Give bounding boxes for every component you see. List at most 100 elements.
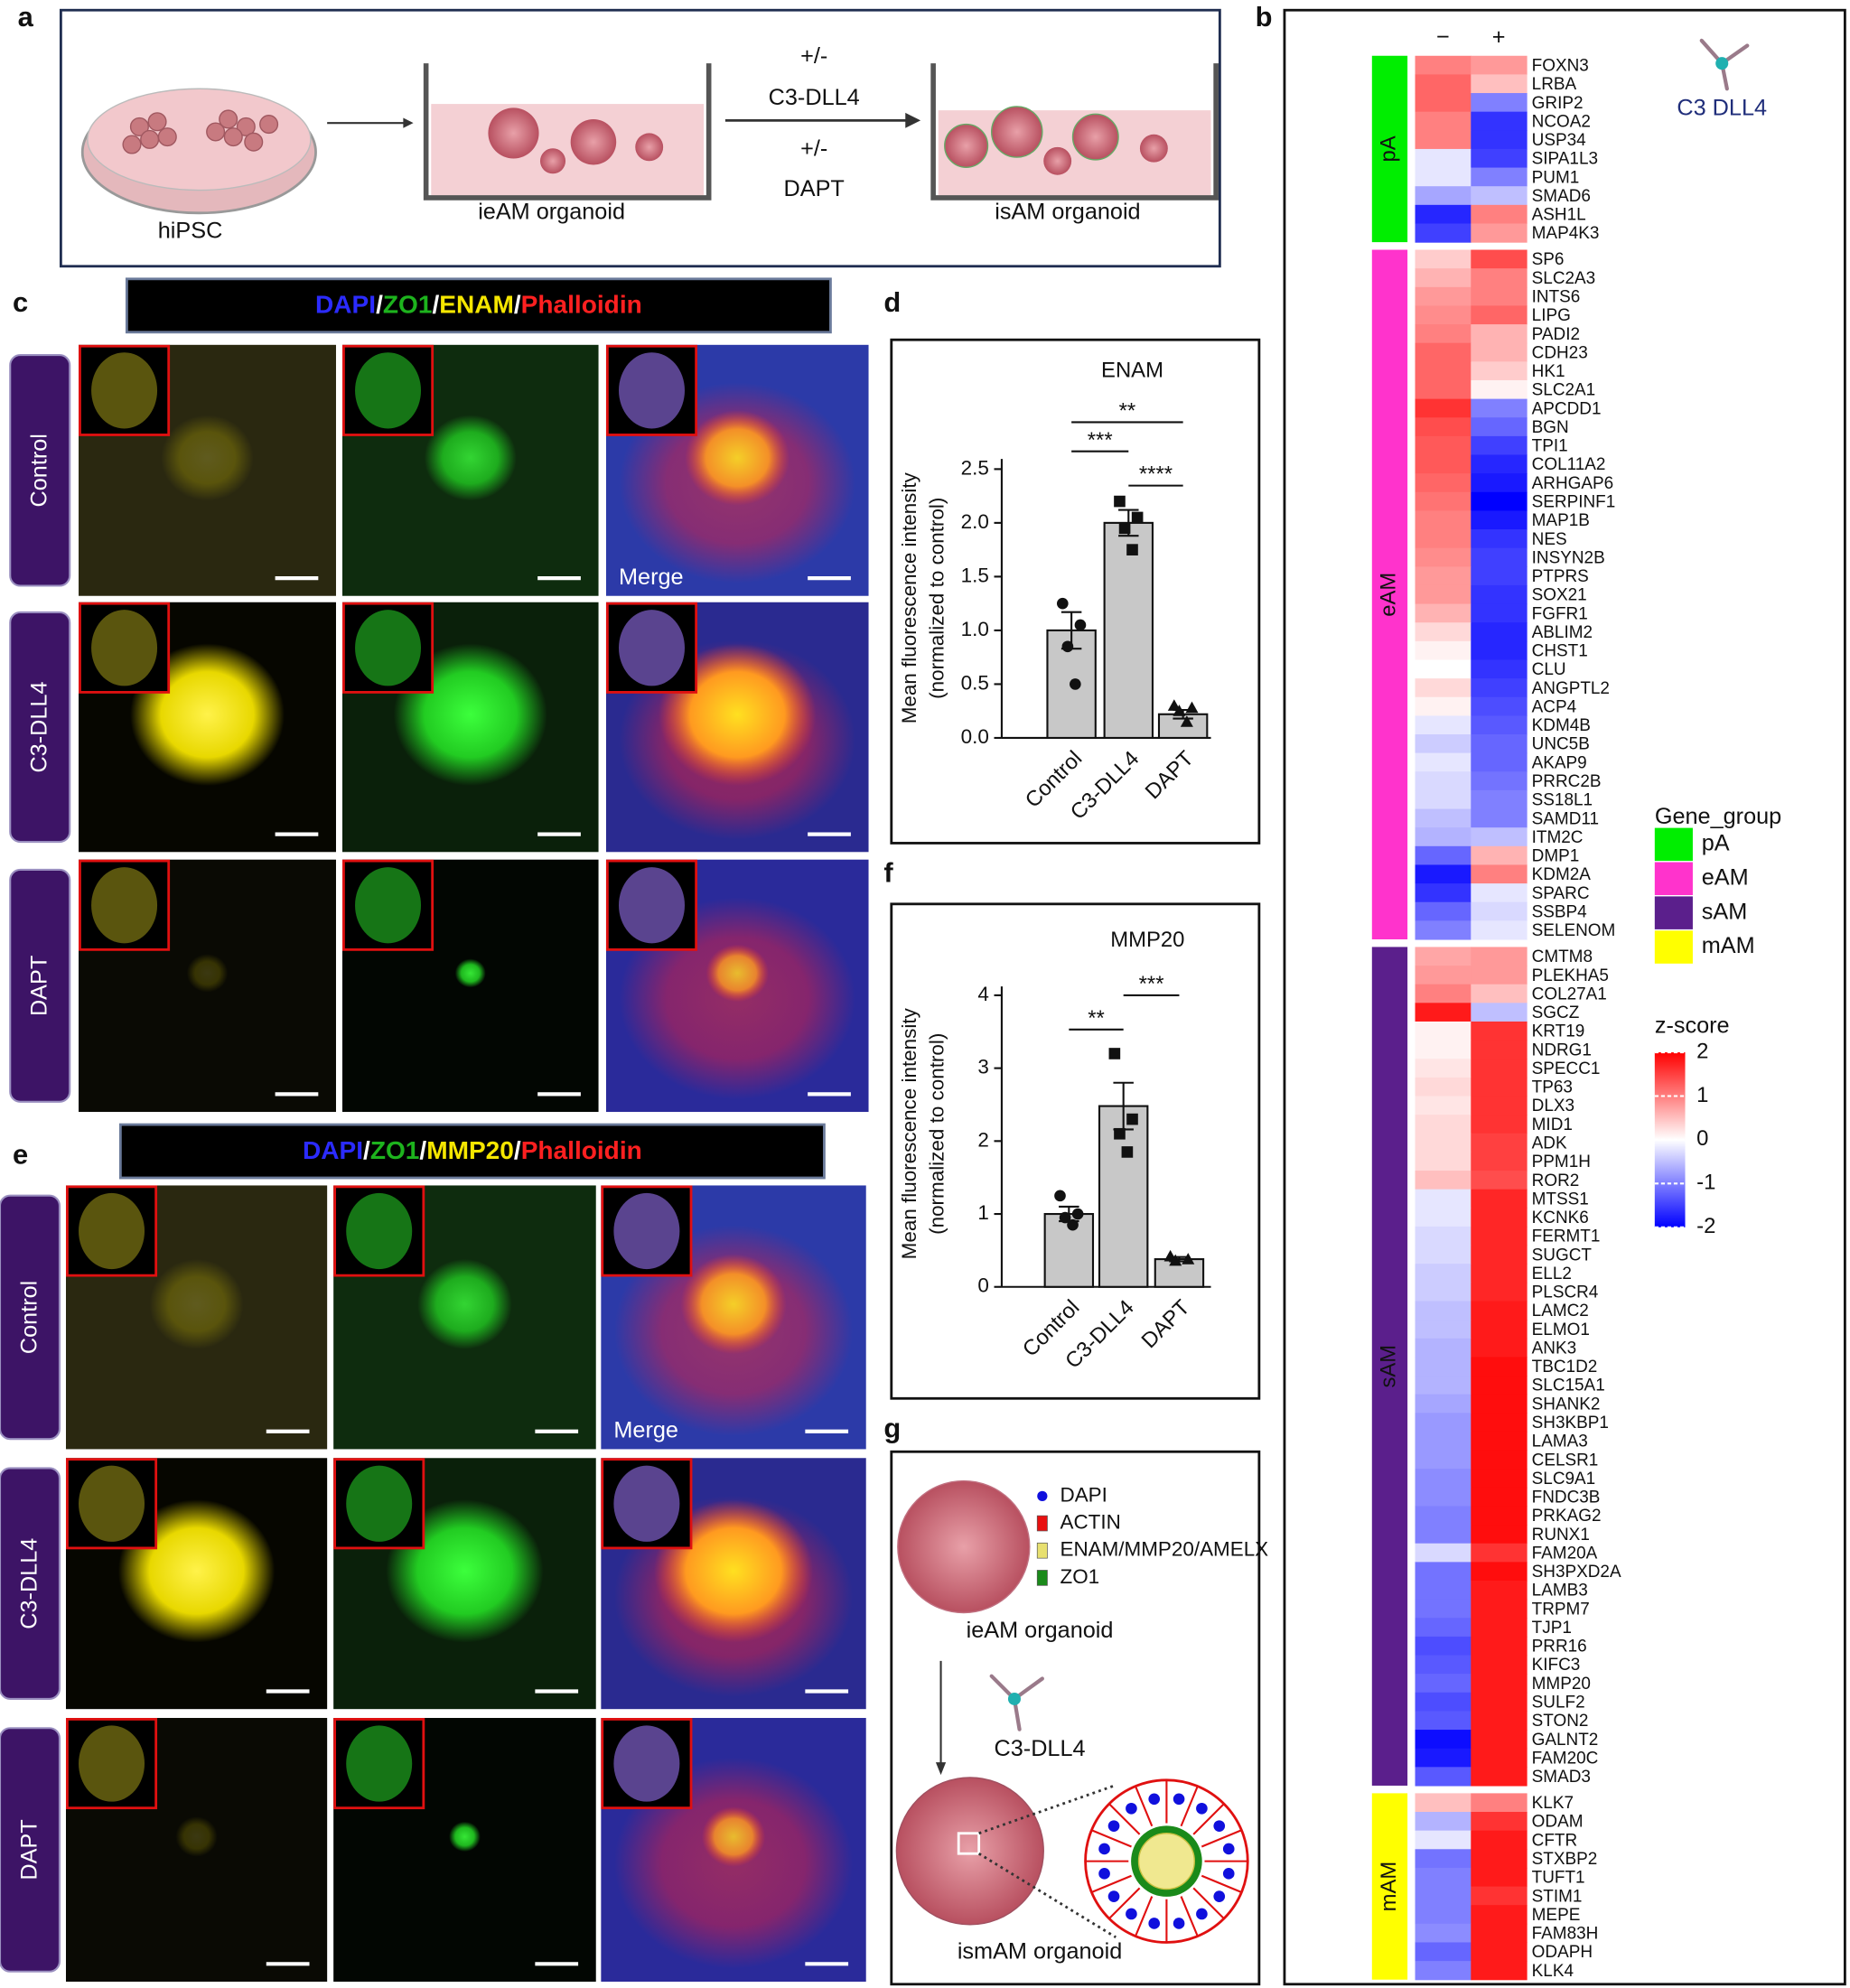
- gene-label: HK1: [1532, 362, 1565, 381]
- heatmap-cell: [1471, 1886, 1528, 1906]
- panel-b-box: [1283, 8, 1846, 1986]
- legend-swatch: [1654, 896, 1693, 929]
- inset-organoid: [613, 1465, 680, 1542]
- gene-label: DLX3: [1532, 1097, 1574, 1115]
- y-axis-label: (normalized to control): [926, 498, 948, 699]
- colorbar-tick-label: -2: [1696, 1214, 1715, 1238]
- gene-label: ELMO1: [1532, 1321, 1590, 1339]
- gene-label: CHST1: [1532, 642, 1588, 661]
- heatmap-cell: [1471, 1711, 1528, 1731]
- heatmap-cell: [1471, 1413, 1528, 1433]
- colorbar-tick-label: 2: [1696, 1039, 1708, 1063]
- gene-label: MID1: [1532, 1115, 1573, 1134]
- row-label: C3-DLL4: [16, 1538, 42, 1629]
- nucleus: [1173, 1918, 1185, 1929]
- signal: [454, 958, 486, 988]
- bar: [1103, 521, 1154, 740]
- heatmap-cell: [1415, 1793, 1472, 1813]
- gene-label: FOXN3: [1532, 56, 1589, 75]
- y-tick-label: 2: [977, 1128, 988, 1151]
- signal: [705, 944, 770, 1003]
- heatmap-cell: [1415, 566, 1472, 586]
- heatmap-cell: [1415, 789, 1472, 810]
- label: C3-DLL4: [769, 85, 860, 110]
- heatmap-cell: [1415, 1923, 1472, 1944]
- heatmap-cell: [1471, 678, 1528, 698]
- gene-label: NCOA2: [1532, 112, 1591, 131]
- heatmap-cell: [1415, 1208, 1472, 1227]
- heatmap-cell: [1471, 1450, 1528, 1470]
- gene-label: LAMC2: [1532, 1302, 1589, 1321]
- gene-label: PPM1H: [1532, 1153, 1591, 1171]
- petri-dish: [80, 88, 317, 215]
- gene-label: ELL2: [1532, 1265, 1572, 1283]
- heatmap-cell: [1471, 771, 1528, 791]
- heatmap-cell: [1415, 603, 1472, 623]
- heatmap-cell: [1471, 1748, 1528, 1768]
- nucleus: [1196, 1802, 1208, 1815]
- legend-swatch: [1036, 1542, 1048, 1559]
- channel-name: /: [514, 291, 521, 319]
- panel-label: e: [13, 1138, 28, 1170]
- heatmap-cell: [1471, 1376, 1528, 1395]
- gene-label: ADK: [1532, 1134, 1567, 1153]
- legend-label: ZO1: [1060, 1565, 1099, 1588]
- heatmap-cell: [1471, 1674, 1528, 1694]
- heatmap-cell: [1415, 529, 1472, 549]
- legend-label: eAM: [1702, 864, 1749, 890]
- data-point: [1067, 1218, 1079, 1231]
- heatmap-cell: [1415, 845, 1472, 866]
- heatmap-cell: [1415, 148, 1472, 169]
- heatmap-cell: [1415, 473, 1472, 493]
- gene-label: ANK3: [1532, 1339, 1576, 1358]
- inset-organoid: [619, 610, 685, 686]
- label: +/-: [800, 135, 827, 161]
- heatmap-cell: [1471, 1357, 1528, 1377]
- legend-swatch: [1654, 862, 1693, 896]
- gene-label: SLC2A3: [1532, 269, 1596, 288]
- gene-label: STXBP2: [1532, 1850, 1598, 1869]
- heatmap-cell: [1471, 1077, 1528, 1097]
- heatmap-cell: [1471, 947, 1528, 966]
- nucleus: [1098, 1868, 1110, 1880]
- panel-d-box: [890, 338, 1261, 845]
- heatmap-cell: [1415, 1867, 1472, 1888]
- heatmap-cell: [1415, 417, 1472, 437]
- gene-label: PTPRS: [1532, 567, 1589, 586]
- signal: [117, 1499, 276, 1643]
- heatmap-cell: [1471, 223, 1528, 243]
- y-tick-label: 2.0: [961, 510, 989, 533]
- heatmap-cell: [1415, 1450, 1472, 1470]
- signal: [149, 1258, 244, 1349]
- heatmap-cell: [1415, 1413, 1472, 1433]
- heatmap-cell: [1415, 1730, 1472, 1750]
- heatmap-cell: [1415, 435, 1472, 456]
- heatmap-cell: [1415, 55, 1472, 75]
- heatmap-cell: [1415, 1748, 1472, 1768]
- gene-label: GALNT2: [1532, 1731, 1599, 1750]
- heatmap-cell: [1415, 1599, 1472, 1619]
- heatmap-cell: [1415, 771, 1472, 791]
- label: +/-: [800, 43, 827, 69]
- merge-label: Merge: [619, 565, 684, 590]
- heatmap-cell: [1415, 1905, 1472, 1925]
- heatmap-cell: [1415, 920, 1472, 940]
- cell-wall: [1201, 1829, 1242, 1848]
- panel-label: a: [18, 1, 34, 33]
- inset-organoid: [79, 1192, 145, 1270]
- data-point: [1114, 1127, 1126, 1140]
- label: hiPSC: [158, 219, 223, 244]
- channel-header: [118, 1123, 826, 1180]
- gene-label: SLC2A1: [1532, 381, 1596, 400]
- y-tick-label: 0: [977, 1274, 988, 1297]
- colorbar-tick-label: -1: [1696, 1171, 1715, 1195]
- cell-wall: [1135, 1786, 1154, 1827]
- heatmap-cell: [1415, 1189, 1472, 1209]
- label: isAM organoid: [995, 199, 1140, 224]
- heatmap-cell: [1415, 966, 1472, 985]
- gene-label: COL27A1: [1532, 985, 1607, 1003]
- heatmap-cell: [1415, 1021, 1472, 1041]
- heatmap-cell: [1415, 984, 1472, 1003]
- heatmap-cell: [1471, 1730, 1528, 1750]
